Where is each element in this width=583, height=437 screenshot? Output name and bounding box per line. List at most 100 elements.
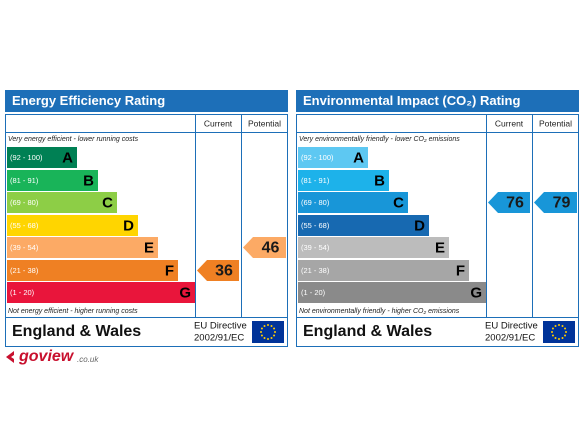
band-range: (81 - 91) — [301, 176, 330, 185]
rating-arrow — [488, 192, 530, 213]
rating-value: 36 — [215, 263, 233, 280]
rating-band — [298, 147, 368, 168]
eu-star — [551, 331, 553, 333]
rating-band — [7, 147, 77, 168]
title-bar — [5, 90, 288, 112]
panel-title: Environmental Impact (CO₂) Rating — [303, 93, 520, 108]
band-letter: D — [123, 217, 134, 234]
band-range: (69 - 80) — [10, 198, 39, 207]
logo: goview .co.uk — [6, 348, 99, 365]
eu-star — [267, 324, 269, 326]
top-note: Very energy efficient - lower running co… — [8, 136, 139, 143]
band-letter: A — [353, 149, 364, 166]
column-header: Potential — [539, 118, 572, 128]
band-letter: D — [414, 217, 425, 234]
eu-star — [551, 327, 554, 330]
column-header: Potential — [248, 118, 281, 128]
eu-star — [263, 324, 266, 327]
rating-band — [298, 192, 408, 213]
eu-star — [273, 327, 276, 330]
rating-arrow — [243, 237, 286, 258]
rating-value: 79 — [553, 195, 571, 212]
band-letter: B — [83, 172, 94, 189]
band-range: (1 - 20) — [10, 288, 35, 297]
rating-band — [7, 215, 138, 236]
band-letter: G — [470, 284, 482, 301]
band-range: (55 - 68) — [10, 221, 39, 230]
column-header: Current — [204, 118, 233, 128]
rating-band — [7, 192, 117, 213]
title-bar — [296, 90, 579, 112]
band-letter: B — [374, 172, 385, 189]
band-letter: E — [144, 239, 154, 256]
rating-band — [298, 237, 449, 258]
directive: EU Directive — [485, 321, 538, 332]
eu-star — [260, 334, 263, 337]
band-letter: F — [456, 262, 465, 279]
rating-panel: Environmental Impact (CO₂) Rating Current… — [296, 90, 579, 347]
eu-star — [564, 334, 567, 337]
band-range: (39 - 54) — [10, 243, 39, 252]
eu-star — [270, 324, 273, 327]
eu-star — [565, 331, 567, 333]
band-range: (21 - 38) — [10, 266, 39, 275]
rating-band — [298, 215, 429, 236]
band-letter: C — [102, 194, 113, 211]
eu-star — [260, 327, 263, 330]
eu-star — [263, 337, 266, 340]
rating-panel: Energy Efficiency Rating Current Potential… — [5, 90, 288, 347]
logo-suffix: .co.uk — [77, 355, 99, 364]
eu-star — [260, 331, 262, 333]
band-range: (81 - 91) — [10, 176, 39, 185]
column-header: Current — [495, 118, 524, 128]
table-border — [296, 114, 579, 347]
bottom-note: Not energy efficient - higher running co… — [8, 308, 138, 315]
rating-band — [7, 282, 195, 303]
rating-arrow — [534, 192, 577, 213]
eu-star — [274, 331, 276, 333]
band-letter: F — [165, 262, 174, 279]
logo-icon — [6, 351, 14, 363]
eu-flag — [252, 321, 284, 343]
rating-arrow — [197, 260, 239, 281]
band-letter: A — [62, 149, 73, 166]
rating-band — [298, 170, 389, 191]
panel-title: Energy Efficiency Rating — [12, 93, 165, 108]
directive: 2002/91/EC — [485, 333, 535, 344]
rating-band — [7, 237, 158, 258]
eu-star — [561, 337, 564, 340]
eu-star — [273, 334, 276, 337]
rating-value: 46 — [262, 240, 280, 257]
eu-star — [270, 337, 273, 340]
eu-star — [551, 334, 554, 337]
band-range: (39 - 54) — [301, 243, 330, 252]
region: England & Wales — [12, 323, 141, 340]
eu-star — [558, 324, 560, 326]
rating-band — [298, 260, 469, 281]
eu-star — [561, 324, 564, 327]
band-letter: G — [179, 284, 191, 301]
eu-star — [558, 338, 560, 340]
band-range: (55 - 68) — [301, 221, 330, 230]
rating-band — [298, 282, 486, 303]
top-note: Very environmentally friendly - lower CO… — [299, 136, 460, 143]
eu-star — [564, 327, 567, 330]
eu-star — [267, 338, 269, 340]
eu-star — [554, 324, 557, 327]
directive: 2002/91/EC — [194, 333, 244, 344]
band-range: (21 - 38) — [301, 266, 330, 275]
table-border — [5, 114, 288, 347]
rating-value: 76 — [506, 195, 524, 212]
bottom-note: Not environmentally friendly - higher CO… — [299, 308, 460, 315]
region: England & Wales — [303, 323, 432, 340]
directive: EU Directive — [194, 321, 247, 332]
eu-star — [554, 337, 557, 340]
logo-icon-inner — [11, 353, 17, 361]
band-letter: C — [393, 194, 404, 211]
band-range: (1 - 20) — [301, 288, 326, 297]
band-range: (69 - 80) — [301, 198, 330, 207]
eu-flag — [543, 321, 575, 343]
band-letter: E — [435, 239, 445, 256]
rating-band — [7, 170, 98, 191]
